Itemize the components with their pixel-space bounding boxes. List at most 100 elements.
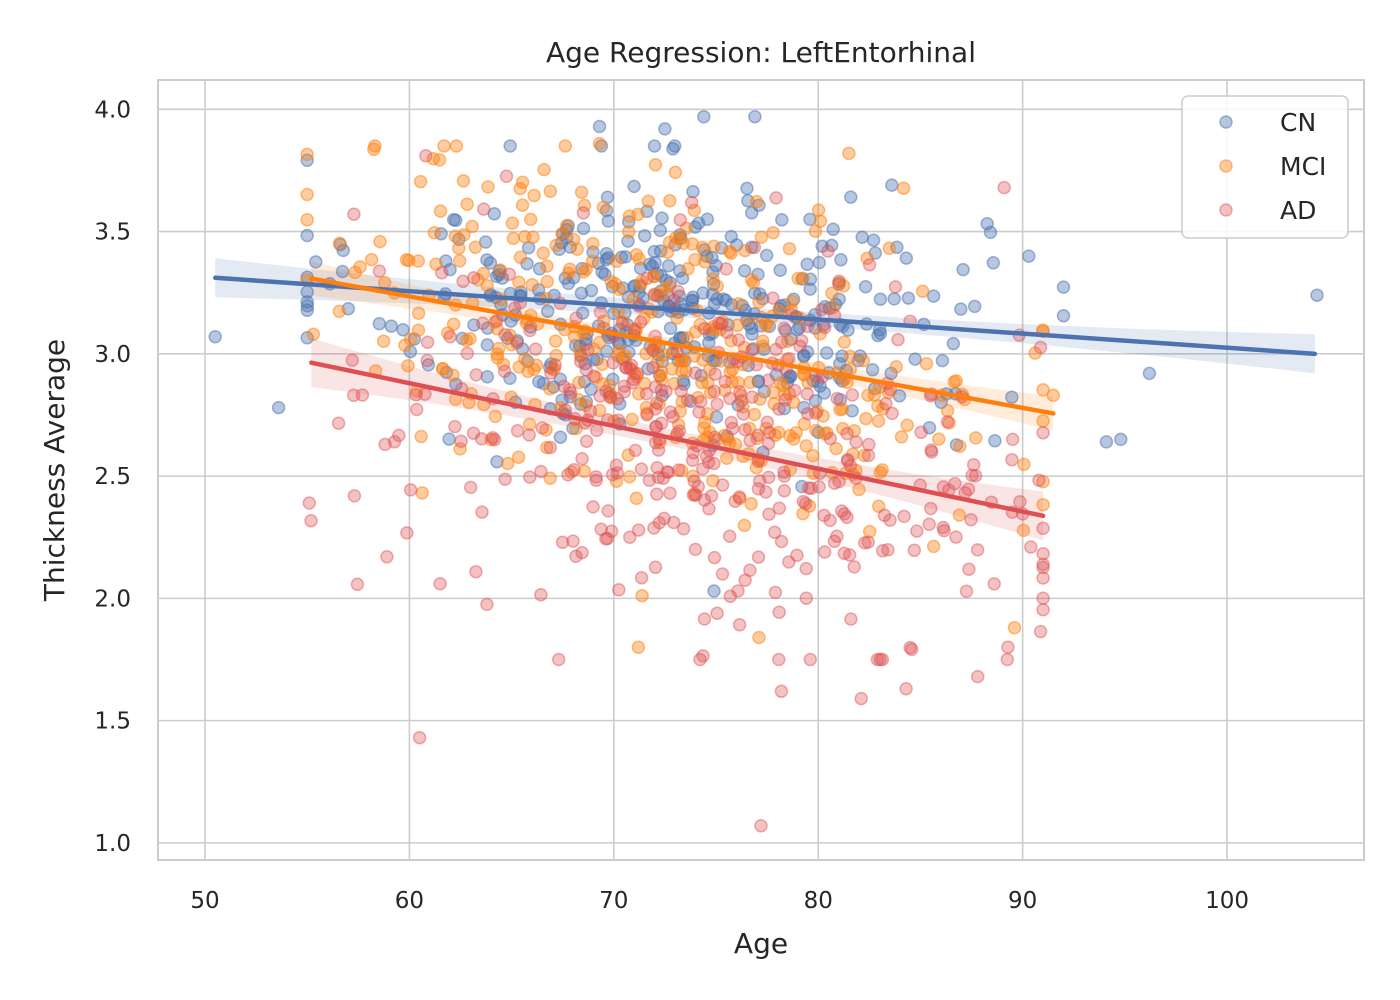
point-mci xyxy=(569,421,583,436)
point-ad xyxy=(965,468,979,483)
point-cn xyxy=(503,371,517,386)
point-mci xyxy=(932,432,946,446)
point-cn xyxy=(271,400,286,415)
point-mci xyxy=(843,349,858,364)
point-mci xyxy=(737,518,752,533)
point-ad xyxy=(696,462,710,476)
point-ad xyxy=(731,584,745,598)
point-mci xyxy=(837,335,852,349)
legend-frame xyxy=(1181,95,1349,239)
point-ad xyxy=(648,402,663,416)
point-ad xyxy=(702,502,716,516)
point-ad xyxy=(1036,521,1050,536)
point-ad xyxy=(460,346,475,361)
point-cn xyxy=(988,434,1002,448)
point-ad xyxy=(769,342,783,357)
point-ad xyxy=(857,536,872,550)
point-cn xyxy=(1099,435,1114,449)
point-mci xyxy=(730,318,745,333)
point-mci xyxy=(608,276,623,291)
point-cn xyxy=(599,252,614,267)
point-mci xyxy=(631,387,646,401)
point-mci xyxy=(715,314,730,329)
point-ad xyxy=(589,473,603,488)
point-cn xyxy=(300,303,314,318)
point-ad xyxy=(302,496,317,510)
point-mci xyxy=(737,340,752,355)
point-mci xyxy=(610,348,625,363)
point-cn xyxy=(663,321,678,335)
legend: CN MCI AD xyxy=(1181,95,1349,239)
point-ad xyxy=(817,545,832,559)
point-mci xyxy=(738,243,752,258)
point-ad xyxy=(378,437,392,452)
point-cn xyxy=(866,233,881,247)
point-cn xyxy=(946,336,961,351)
point-mci xyxy=(306,327,321,342)
point-cn xyxy=(803,282,817,296)
point-mci xyxy=(808,224,823,238)
point-ad xyxy=(454,434,468,448)
point-ad xyxy=(817,508,831,523)
point-mci xyxy=(604,388,618,403)
point-ad xyxy=(704,489,719,503)
point-ad xyxy=(589,470,603,484)
point-mci xyxy=(720,451,734,465)
point-ad xyxy=(372,264,387,278)
point-cn xyxy=(748,109,762,124)
point-ad xyxy=(699,449,714,464)
point-ad xyxy=(687,474,701,489)
point-mci xyxy=(670,311,684,325)
point-ad xyxy=(842,548,857,562)
point-mci xyxy=(1016,523,1031,538)
point-cn xyxy=(851,353,866,368)
point-mci xyxy=(915,284,930,299)
point-ad xyxy=(627,372,641,387)
point-ad xyxy=(1036,571,1050,585)
point-mci xyxy=(652,397,666,411)
point-mci xyxy=(889,360,904,374)
point-ad xyxy=(808,406,823,420)
point-cn xyxy=(335,264,350,279)
point-cn xyxy=(1114,432,1128,447)
point-mci xyxy=(867,388,882,402)
point-ad xyxy=(987,577,1001,591)
point-ad xyxy=(522,428,536,442)
point-ad xyxy=(883,513,897,527)
point-ad xyxy=(849,435,863,449)
point-mci xyxy=(612,343,626,358)
point-ad xyxy=(409,402,424,417)
point-ad xyxy=(456,274,470,289)
point-mci xyxy=(789,425,803,440)
point-mci xyxy=(300,213,314,227)
point-ad xyxy=(619,361,633,375)
point-mci xyxy=(756,339,770,354)
point-mci xyxy=(857,448,871,463)
point-mci xyxy=(687,349,701,363)
point-mci xyxy=(586,236,600,251)
point-mci xyxy=(585,254,600,268)
point-mci xyxy=(540,259,554,273)
point-cn xyxy=(775,213,789,227)
point-mci xyxy=(799,439,813,453)
fit-line-ad xyxy=(309,360,1046,519)
point-ad xyxy=(879,396,893,411)
point-mci xyxy=(618,353,632,368)
point-cn xyxy=(1005,390,1019,404)
point-mci xyxy=(647,269,661,284)
point-ad xyxy=(523,323,537,338)
point-mci xyxy=(783,428,797,443)
point-ad xyxy=(861,535,875,549)
point-ad xyxy=(610,466,625,480)
point-cn xyxy=(480,370,495,384)
point-mci xyxy=(756,334,770,348)
point-ad xyxy=(845,388,860,402)
point-cn xyxy=(824,238,839,253)
point-cn xyxy=(908,352,922,366)
point-ad xyxy=(380,550,394,564)
point-mci xyxy=(332,236,347,250)
point-ad xyxy=(528,342,543,356)
point-mci xyxy=(468,240,483,254)
point-mci xyxy=(500,456,515,471)
point-ad xyxy=(627,322,641,337)
